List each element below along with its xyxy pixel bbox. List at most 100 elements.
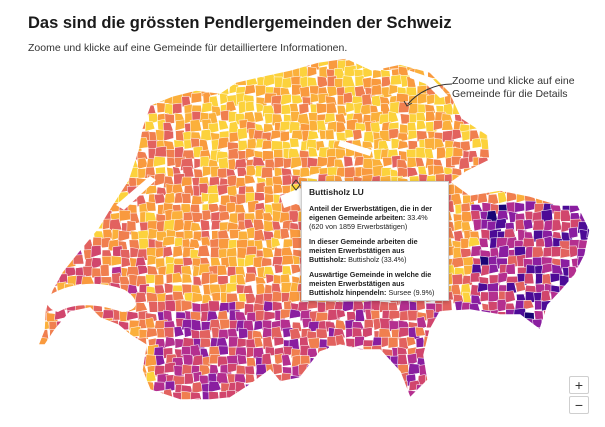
municipality-cell[interactable] [324,112,336,124]
municipality-cell[interactable] [163,129,174,142]
municipality-cell[interactable] [244,101,255,112]
municipality-cell[interactable] [82,73,95,86]
municipality-cell[interactable] [424,137,436,151]
municipality-cell[interactable] [46,94,60,107]
municipality-cell[interactable] [64,363,78,374]
municipality-cell[interactable] [227,148,240,160]
municipality-cell[interactable] [508,329,520,341]
municipality-cell[interactable] [532,132,544,144]
municipality-cell[interactable] [499,177,511,190]
municipality-cell[interactable] [531,337,544,348]
municipality-cell[interactable] [597,183,605,196]
municipality-cell[interactable] [498,391,510,403]
municipality-cell[interactable] [441,312,453,323]
municipality-cell[interactable] [471,357,482,370]
municipality-cell[interactable] [269,390,283,401]
municipality-cell[interactable] [598,345,605,356]
municipality-cell[interactable] [55,246,68,257]
municipality-cell[interactable] [173,326,185,338]
municipality-cell[interactable] [343,155,354,168]
municipality-cell[interactable] [300,51,313,61]
municipality-cell[interactable] [568,356,581,368]
municipality-cell[interactable] [85,400,95,411]
municipality-cell[interactable] [588,281,601,293]
municipality-cell[interactable] [462,372,474,384]
municipality-cell[interactable] [111,182,122,194]
municipality-cell[interactable] [74,200,88,214]
municipality-cell[interactable] [525,165,537,179]
municipality-cell[interactable] [361,393,373,404]
municipality-cell[interactable] [552,336,564,349]
municipality-cell[interactable] [522,338,535,350]
municipality-cell[interactable] [363,319,374,329]
municipality-cell[interactable] [245,401,255,412]
municipality-cell[interactable] [469,321,482,332]
municipality-cell[interactable] [531,58,543,72]
municipality-cell[interactable] [128,101,142,113]
municipality-cell[interactable] [53,347,68,361]
municipality-cell[interactable] [585,248,598,259]
municipality-cell[interactable] [189,391,203,404]
municipality-cell[interactable] [525,353,536,364]
municipality-cell[interactable] [55,202,66,213]
municipality-cell[interactable] [570,172,581,185]
municipality-cell[interactable] [569,319,580,330]
municipality-cell[interactable] [478,50,490,63]
municipality-cell[interactable] [442,380,454,392]
municipality-cell[interactable] [260,257,273,267]
municipality-cell[interactable] [182,353,194,367]
municipality-cell[interactable] [291,49,302,61]
municipality-cell[interactable] [154,274,165,287]
municipality-cell[interactable] [580,167,592,180]
municipality-cell[interactable] [371,363,385,376]
municipality-cell[interactable] [372,357,384,368]
municipality-cell[interactable] [542,60,553,73]
municipality-cell[interactable] [551,363,564,377]
municipality-cell[interactable] [108,175,121,187]
municipality-cell[interactable] [479,318,490,331]
municipality-cell[interactable] [82,337,95,350]
municipality-cell[interactable] [462,337,473,348]
municipality-cell[interactable] [507,130,518,141]
municipality-cell[interactable] [532,165,544,177]
municipality-cell[interactable] [40,390,51,401]
municipality-cell[interactable] [441,398,455,410]
municipality-cell[interactable] [550,374,562,386]
municipality-cell[interactable] [488,264,500,275]
municipality-cell[interactable] [72,66,86,80]
municipality-cell[interactable] [382,157,393,168]
municipality-cell[interactable] [580,105,592,116]
municipality-cell[interactable] [82,94,96,104]
municipality-cell[interactable] [550,157,563,168]
municipality-cell[interactable] [552,111,565,124]
municipality-cell[interactable] [542,336,552,347]
municipality-cell[interactable] [225,282,238,294]
municipality-cell[interactable] [56,182,70,194]
municipality-cell[interactable] [325,363,338,375]
municipality-cell[interactable] [29,264,40,275]
municipality-cell[interactable] [380,375,392,388]
municipality-cell[interactable] [91,191,105,204]
municipality-cell[interactable] [525,173,537,187]
municipality-cell[interactable] [569,47,579,57]
municipality-cell[interactable] [469,383,482,395]
municipality-cell[interactable] [578,345,589,358]
municipality-cell[interactable] [56,362,69,375]
municipality-cell[interactable] [254,382,265,395]
municipality-cell[interactable] [155,66,167,78]
municipality-cell[interactable] [39,128,51,142]
municipality-cell[interactable] [388,310,402,320]
municipality-cell[interactable] [136,382,149,396]
municipality-cell[interactable] [63,374,76,386]
municipality-cell[interactable] [289,402,299,412]
municipality-cell[interactable] [586,136,598,150]
municipality-cell[interactable] [585,66,598,79]
municipality-cell[interactable] [85,104,96,118]
municipality-cell[interactable] [478,237,489,248]
municipality-cell[interactable] [444,326,457,338]
municipality-cell[interactable] [254,390,268,401]
municipality-cell[interactable] [31,255,43,268]
municipality-cell[interactable] [46,263,57,276]
municipality-cell[interactable] [164,68,177,80]
municipality-cell[interactable] [72,129,85,141]
